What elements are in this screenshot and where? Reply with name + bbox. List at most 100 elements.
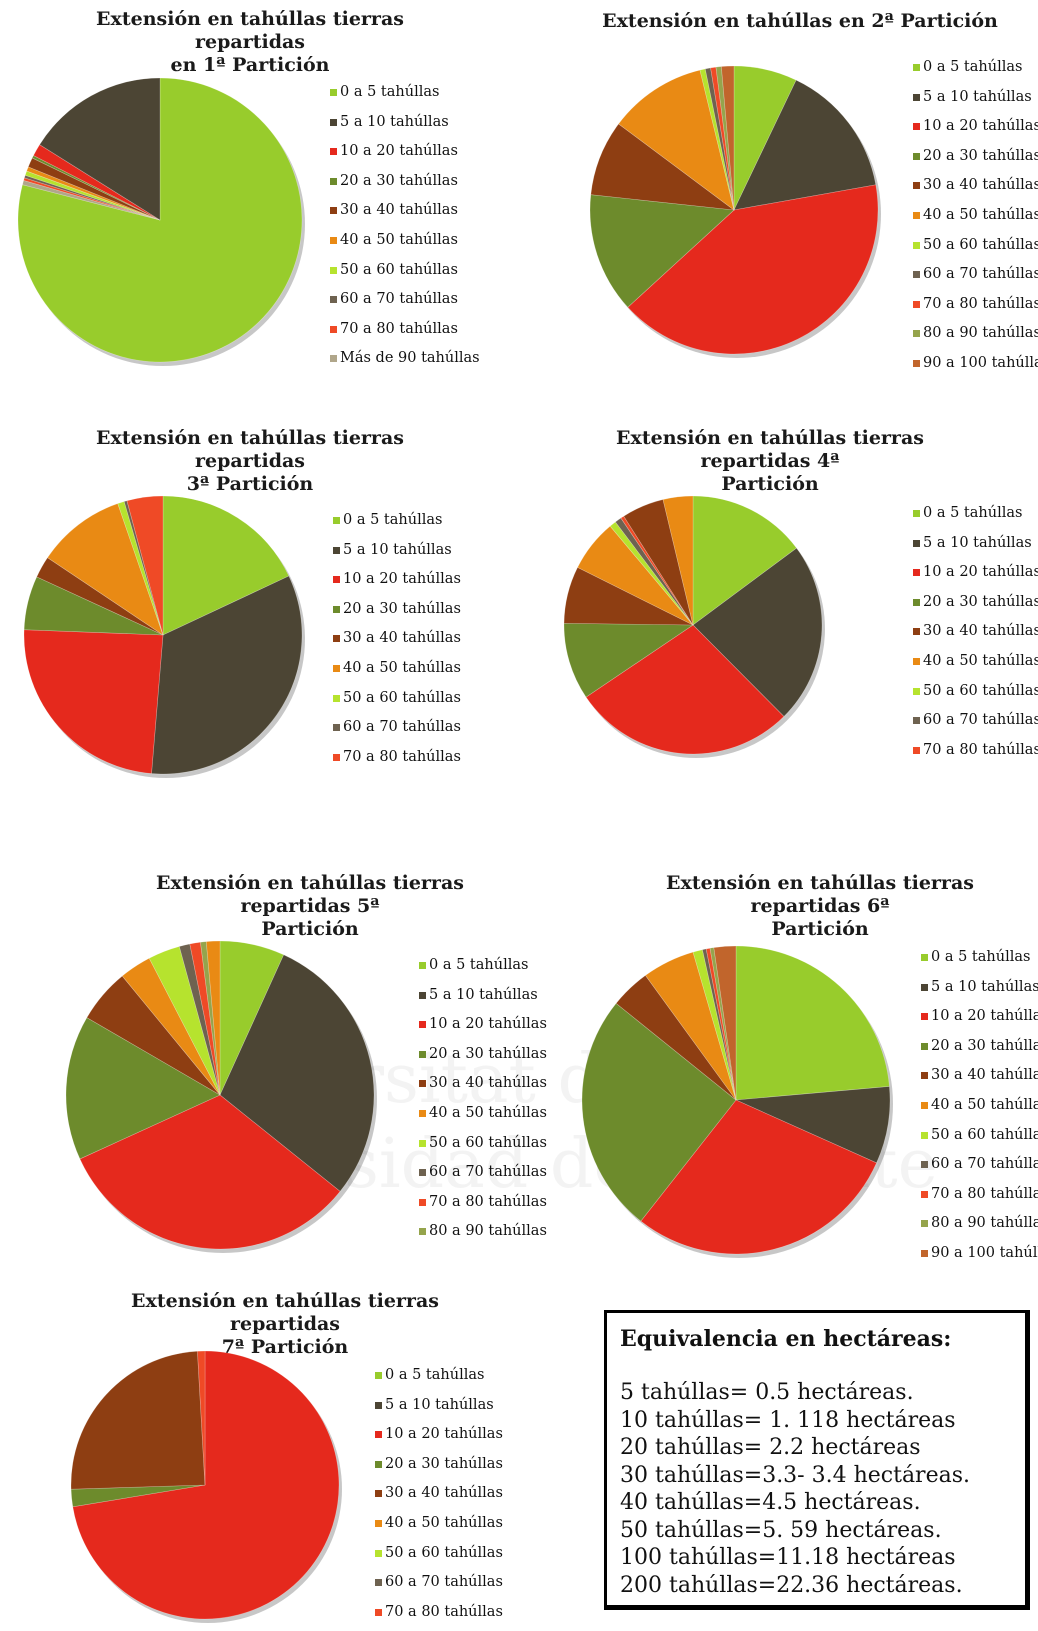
legend-item-0-a-5-tahullas: 0 a 5 tahúllas [419, 955, 547, 985]
pie-slice-mas-de-90-tahullas [22, 180, 161, 221]
legend-label: 0 a 5 tahúllas [429, 957, 529, 973]
equivalence-line-2: 10 tahúllas= 1. 118 hectáreas [620, 1407, 956, 1433]
chart-title-1-line-1: Extensión en tahúllas tierras repartidas [96, 8, 404, 53]
legend-item-70-a-80-tahullas: 70 a 80 tahúllas [333, 747, 461, 777]
legend-item-60-a-70-tahullas: 60 a 70 tahúllas [330, 289, 480, 319]
chart-title-6-line-2: Partición [771, 918, 869, 940]
legend-3: 0 a 5 tahúllas 5 a 10 tahúllas 10 a 20 tah… [333, 510, 461, 776]
legend-swatch [921, 954, 928, 961]
chart-title-6: Extensión en tahúllas tierras repartidas… [610, 872, 1030, 941]
pie-chart-6 [581, 945, 893, 1258]
legend-label: 50 a 60 tahúllas [931, 1126, 1038, 1143]
chart-title-5-line-2: Partición [261, 918, 359, 940]
legend-item-50-a-60-tahullas: 50 a 60 tahúllas [375, 1543, 503, 1573]
pie-slice-90-a-100-tahullas [721, 65, 735, 211]
legend-label: 70 a 80 tahúllas [343, 748, 461, 765]
legend-label: 5 a 10 tahúllas [923, 534, 1032, 551]
legend-item-30-a-40-tahullas: 30 a 40 tahúllas [913, 621, 1038, 651]
pie-slice-20-a-30-tahullas [70, 1484, 206, 1508]
pie-slice-40-a-50-tahullas [662, 495, 694, 626]
chart-title-3-line-1: Extensión en tahúllas tierras repartidas [96, 427, 404, 472]
chart-title-7-line-2: 7ª Partición [221, 1336, 349, 1358]
legend-item-5-a-10-tahullas: 5 a 10 tahúllas [330, 112, 480, 142]
pie-slice-70-a-80-tahullas [197, 1350, 206, 1486]
pie-slice-10-a-20-tahullas [640, 1099, 877, 1255]
legend-label: 40 a 50 tahúllas [931, 1096, 1038, 1113]
pie-slice-30-a-40-tahullas [623, 499, 694, 626]
legend-item-70-a-80-tahullas: 70 a 80 tahúllas [375, 1602, 503, 1631]
legend-label: 70 a 80 tahúllas [385, 1603, 503, 1620]
legend-label: 20 a 30 tahúllas [343, 600, 461, 617]
legend-swatch [333, 517, 340, 524]
legend-swatch [913, 182, 920, 190]
legend-label: 10 a 20 tahúllas [931, 1008, 1038, 1025]
legend-swatch [330, 355, 337, 363]
legend-item-0-a-5-tahullas: 0 a 5 tahúllas [330, 82, 480, 112]
pie-chart-7 [70, 1350, 342, 1623]
legend-label: 0 a 5 tahúllas [385, 1367, 485, 1383]
legend-item-50-a-60-tahullas: 50 a 60 tahúllas [913, 235, 1038, 265]
pie-slice-80-a-90-tahullas [200, 941, 221, 1096]
chart-title-2-line-1: Extensión en tahúllas en 2ª Partición [602, 10, 998, 32]
pie-slice-5-a-10-tahullas [39, 77, 161, 221]
legend-swatch [419, 1109, 426, 1117]
legend-item-70-a-80-tahullas: 70 a 80 tahúllas [913, 740, 1038, 770]
legend-swatch [913, 64, 920, 71]
legend-swatch [419, 1198, 426, 1206]
legend-label: 5 a 10 tahúllas [340, 113, 449, 130]
legend-swatch [913, 123, 920, 131]
legend-swatch [913, 300, 920, 308]
legend-item-5-a-10-tahullas: 5 a 10 tahúllas [419, 985, 547, 1015]
pie-chart-5 [65, 940, 377, 1253]
legend-label: 70 a 80 tahúllas [340, 320, 458, 337]
pie-slice-30-a-40-tahullas [27, 157, 161, 221]
legend-swatch [913, 539, 920, 547]
legend-swatch [375, 1608, 382, 1616]
pie-slice-50-a-60-tahullas [699, 68, 735, 211]
equivalence-title: Equivalencia en hectáreas: [620, 1326, 952, 1352]
pie-slice-70-a-80-tahullas [710, 66, 735, 211]
pie-slice-20-a-30-tahullas [563, 623, 694, 698]
legend-item-60-a-70-tahullas: 60 a 70 tahúllas [375, 1572, 503, 1602]
legend-swatch [913, 211, 920, 219]
chart-title-7-line-1: Extensión en tahúllas tierras repartidas [131, 1290, 439, 1335]
legend-item-90-a-100-tahullas: 90 a 100 tahúllas [921, 1243, 1038, 1273]
legend-swatch [921, 1101, 928, 1109]
legend-swatch [913, 657, 920, 665]
legend-label: Más de 90 tahúllas [340, 350, 480, 367]
legend-swatch [330, 148, 337, 156]
pie-slice-80-a-90-tahullas [715, 66, 735, 211]
pie-slice-10-a-20-tahullas [23, 629, 164, 774]
legend-label: 20 a 30 tahúllas [340, 172, 458, 189]
pie-chart-2 [589, 65, 881, 358]
chart-title-1: Extensión en tahúllas tierras repartidas… [40, 8, 460, 77]
legend-swatch [333, 576, 340, 584]
legend-swatch [419, 1169, 426, 1177]
legend-swatch [913, 510, 920, 517]
pie-slice-80-a-90-tahullas [709, 947, 737, 1101]
chart-title-7: Extensión en tahúllas tierras repartidas… [75, 1290, 495, 1359]
pie-slice-0-a-5-tahullas [219, 940, 285, 1096]
pie-slice-40-a-50-tahullas [121, 957, 221, 1096]
chart-title-4: Extensión en tahúllas tierras repartidas… [560, 427, 980, 496]
legend-swatch [375, 1549, 382, 1557]
equivalence-line-5: 40 tahúllas=4.5 hectáreas. [620, 1490, 921, 1515]
pie-slice-20-a-30-tahullas [65, 1017, 221, 1160]
legend-swatch [330, 118, 337, 126]
legend-item-80-a-90-tahullas: 80 a 90 tahúllas [913, 323, 1038, 353]
legend-item-10-a-20-tahullas: 10 a 20 tahúllas [913, 116, 1038, 146]
legend-item-10-a-20-tahullas: 10 a 20 tahúllas [330, 141, 480, 171]
pie-slice-70-a-80-tahullas [189, 941, 221, 1096]
legend-swatch [913, 359, 920, 367]
legend-label: 60 a 70 tahúllas [931, 1156, 1038, 1173]
legend-item-70-a-80-tahullas: 70 a 80 tahúllas [921, 1184, 1038, 1214]
legend-label: 5 a 10 tahúllas [429, 986, 538, 1003]
legend-label: 30 a 40 tahúllas [923, 177, 1038, 194]
legend-label: 60 a 70 tahúllas [923, 266, 1038, 283]
legend-swatch [375, 1372, 382, 1379]
legend-swatch [330, 296, 337, 304]
legend-item-0-a-5-tahullas: 0 a 5 tahúllas [921, 947, 1038, 977]
legend-item-40-a-50-tahullas: 40 a 50 tahúllas [333, 658, 461, 688]
pie-slice-10-a-20-tahullas [79, 1094, 341, 1250]
pie-slice-70-a-80-tahullas [126, 495, 164, 636]
